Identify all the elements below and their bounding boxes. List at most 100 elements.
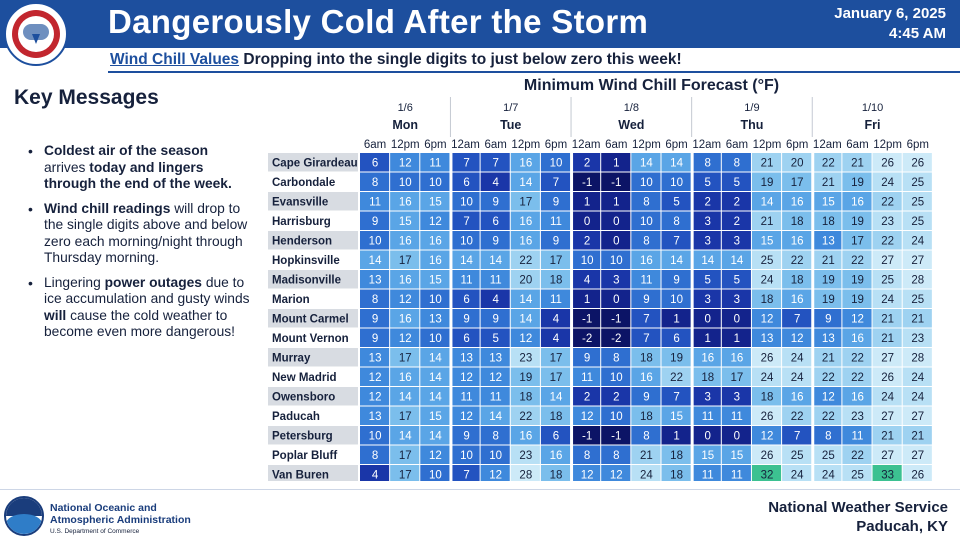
wind-chill-cell: [452, 270, 480, 289]
wind-chill-cell: [390, 328, 420, 347]
wind-chill-cell: [390, 465, 420, 481]
wind-chill-cell: [782, 231, 812, 250]
wind-chill-value: 26: [911, 158, 924, 170]
wind-chill-value: 28: [911, 275, 924, 287]
wind-chill-value: 32: [761, 470, 774, 482]
wind-chill-value: 16: [730, 353, 743, 365]
wind-chill-cell: [480, 465, 510, 481]
wind-chill-cell: [601, 465, 631, 481]
key-message-text: will drop to the single digits above and…: [44, 200, 248, 266]
location-label: Henderson: [272, 236, 332, 248]
wind-chill-cell: [872, 328, 902, 347]
wind-chill-value: 26: [911, 470, 924, 482]
wind-chill-cell: [814, 192, 842, 211]
wind-chill-value: 13: [489, 353, 502, 365]
wind-chill-value: 15: [429, 275, 442, 287]
wind-chill-cell: [814, 172, 842, 191]
wind-chill-cell: [540, 231, 571, 250]
wind-chill-cell: [751, 445, 782, 464]
wind-chill-value: 21: [911, 314, 924, 326]
subtitle-text: Dropping into the single digits to just …: [239, 51, 682, 68]
wind-chill-cell: [782, 367, 812, 386]
wind-chill-value: 25: [881, 275, 894, 287]
wind-chill-cell: [480, 328, 510, 347]
wind-chill-cell: [390, 172, 420, 191]
wind-chill-value: 9: [825, 314, 831, 326]
wind-chill-cell: [573, 250, 601, 269]
wind-chill-value: 10: [581, 255, 594, 267]
wind-chill-cell: [540, 250, 571, 269]
wind-chill-value: 3: [734, 294, 740, 306]
wind-chill-cell: [661, 328, 691, 347]
wind-chill-cell: [420, 406, 450, 425]
wind-chill-cell: [872, 192, 902, 211]
wind-chill-value: 8: [372, 177, 378, 189]
wind-chill-cell: [902, 270, 932, 289]
wind-chill-value: 10: [460, 197, 473, 209]
wind-chill-value: 6: [492, 216, 498, 228]
wind-chill-value: 16: [429, 236, 442, 248]
wind-chill-cell: [390, 270, 420, 289]
wind-chill-value: 8: [643, 197, 649, 209]
wind-chill-value: 13: [369, 275, 382, 287]
wind-chill-value: 10: [429, 294, 442, 306]
wind-chill-cell: [751, 348, 782, 367]
location-label: Petersburg: [272, 431, 333, 443]
wind-chill-value: 5: [705, 275, 711, 287]
wind-chill-value: 21: [911, 431, 924, 443]
wind-chill-value: 15: [761, 236, 774, 248]
wind-chill-cell: [601, 192, 631, 211]
location-label-bg: [268, 270, 358, 289]
lightning-icon: [32, 34, 40, 44]
wind-chill-value: 12: [822, 392, 835, 404]
wind-chill-cell: [420, 309, 450, 328]
wind-chill-value: 22: [822, 158, 835, 170]
wind-chill-value: 5: [492, 333, 498, 345]
cloud-icon: [23, 24, 49, 40]
wind-chill-value: 12: [791, 333, 804, 345]
chart-title: Minimum Wind Chill Forecast (°F): [523, 77, 780, 94]
location-label: Cape Girardeau: [272, 158, 358, 170]
wind-chill-value: 27: [881, 450, 894, 462]
wind-chill-value: 17: [730, 372, 743, 384]
wind-chill-cell: [573, 172, 601, 191]
wind-chill-value: 16: [791, 392, 804, 404]
wind-chill-value: 22: [851, 353, 864, 365]
wind-chill-cell: [631, 172, 661, 191]
wind-chill-value: 27: [911, 450, 924, 462]
wind-chill-value: 1: [584, 294, 590, 306]
wind-chill-value: 12: [369, 372, 382, 384]
wind-chill-value: 16: [399, 197, 412, 209]
wind-chill-value: 22: [851, 450, 864, 462]
wind-chill-cell: [721, 328, 751, 347]
wind-chill-value: 6: [463, 333, 469, 345]
wind-chill-cell: [872, 250, 902, 269]
day-date-label: 1/6: [398, 102, 413, 114]
wind-chill-value: 14: [399, 431, 412, 443]
wind-chill-value: 1: [613, 158, 619, 170]
wind-chill-cell: [661, 289, 691, 308]
wind-chill-cell: [902, 211, 932, 230]
wind-chill-cell: [842, 348, 872, 367]
wind-chill-value: 16: [550, 450, 563, 462]
wind-chill-cell: [902, 426, 932, 445]
subtitle-divider: [108, 71, 960, 73]
wind-chill-cell: [540, 328, 571, 347]
wind-chill-value: 17: [399, 450, 412, 462]
wind-chill-value: 22: [851, 372, 864, 384]
wind-chill-value: 25: [791, 450, 804, 462]
wind-chill-cell: [782, 270, 812, 289]
wind-chill-value: 7: [463, 216, 469, 228]
wind-chill-cell: [661, 406, 691, 425]
wind-chill-value: 12: [489, 470, 502, 482]
wind-chill-cell: [872, 367, 902, 386]
wind-chill-value: 18: [761, 294, 774, 306]
wind-chill-cell: [540, 192, 571, 211]
wind-chill-cell: [420, 231, 450, 250]
wind-chill-value: 26: [881, 372, 894, 384]
wind-chill-cell: [601, 153, 631, 172]
location-label-bg: [268, 348, 358, 367]
wind-chill-cell: [452, 328, 480, 347]
wind-chill-value: 6: [372, 158, 378, 170]
wind-chill-value: -1: [611, 177, 621, 189]
